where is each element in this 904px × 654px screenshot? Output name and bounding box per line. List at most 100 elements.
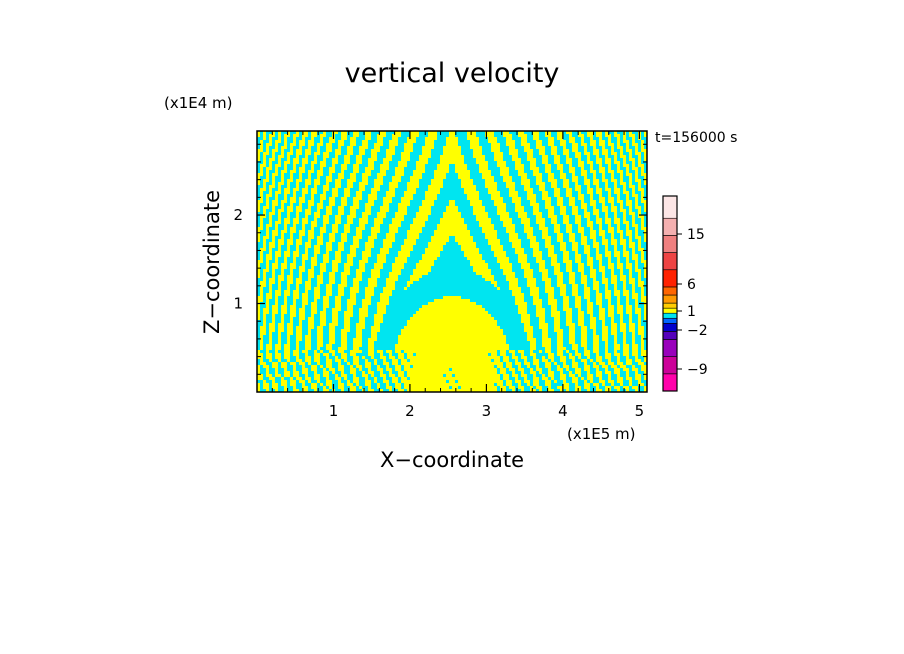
field-cell — [557, 233, 563, 237]
field-cell — [641, 317, 644, 321]
field-cell — [314, 212, 320, 216]
field-cell — [281, 233, 284, 237]
field-cell — [314, 182, 320, 186]
field-cell — [293, 167, 296, 171]
field-cell — [467, 224, 479, 228]
field-cell — [419, 209, 431, 213]
field-cell — [575, 173, 581, 177]
field-cell — [491, 221, 503, 225]
field-cell — [356, 191, 362, 195]
field-cell — [344, 287, 350, 291]
field-cell — [542, 299, 548, 303]
field-cell — [560, 227, 566, 231]
field-cell — [281, 311, 287, 315]
field-cell — [332, 212, 338, 216]
field-cell — [374, 350, 377, 354]
field-cell — [269, 164, 272, 168]
field-cell — [350, 140, 356, 144]
field-cell — [584, 179, 590, 183]
field-cell — [599, 149, 602, 153]
field-cell — [566, 380, 572, 384]
field-cell — [278, 335, 281, 339]
field-cell — [332, 227, 338, 231]
field-cell — [611, 275, 617, 279]
field-cell — [485, 209, 497, 213]
field-cell — [611, 383, 614, 387]
field-cell — [476, 134, 485, 138]
field-cell — [320, 356, 326, 360]
field-cell — [623, 281, 626, 285]
field-cell — [302, 296, 308, 300]
field-cell — [305, 200, 308, 204]
field-cell — [299, 293, 302, 297]
field-cell — [389, 353, 392, 357]
field-cell — [293, 329, 296, 333]
field-cell — [614, 215, 617, 219]
field-cell — [644, 215, 647, 219]
field-cell — [380, 131, 386, 135]
field-cell — [323, 185, 329, 189]
field-cell — [617, 140, 620, 144]
field-cell — [407, 359, 410, 363]
field-cell — [272, 308, 278, 312]
field-cell — [578, 191, 581, 195]
field-cell — [425, 140, 434, 144]
field-cell — [635, 158, 638, 162]
field-cell — [545, 362, 551, 366]
field-cell — [629, 158, 635, 162]
field-cell — [593, 305, 599, 309]
field-cell — [362, 329, 371, 333]
field-cell — [599, 182, 605, 186]
field-cell — [623, 251, 629, 255]
field-cell — [599, 266, 605, 270]
field-cell — [500, 356, 503, 360]
field-cell — [260, 143, 263, 147]
field-cell — [263, 374, 266, 378]
field-cell — [371, 326, 380, 330]
field-cell — [305, 137, 311, 141]
field-cell — [374, 380, 377, 384]
field-cell — [284, 221, 290, 225]
field-cell — [599, 200, 605, 204]
field-cell — [563, 272, 569, 276]
field-cell — [542, 233, 548, 237]
field-cell — [497, 383, 503, 387]
field-cell — [542, 344, 551, 348]
field-cell — [320, 200, 323, 204]
field-cell — [353, 260, 359, 264]
field-cell — [464, 188, 476, 192]
field-cell — [593, 344, 599, 348]
field-cell — [512, 269, 524, 273]
field-cell — [275, 152, 281, 156]
field-cell — [344, 227, 350, 231]
field-cell — [338, 146, 341, 150]
field-cell — [500, 173, 509, 177]
field-cell — [581, 233, 584, 237]
field-cell — [533, 335, 542, 339]
field-cell — [296, 167, 299, 171]
field-cell — [623, 341, 626, 345]
field-cell — [317, 350, 320, 354]
field-cell — [602, 149, 608, 153]
field-cell — [638, 224, 641, 228]
field-cell — [578, 146, 584, 150]
field-cell — [605, 371, 611, 375]
field-cell — [380, 299, 389, 303]
field-cell — [344, 320, 350, 324]
field-cell — [611, 194, 617, 198]
field-cell — [587, 224, 593, 228]
field-cell — [266, 227, 269, 231]
field-cell — [623, 254, 629, 258]
field-cell — [275, 281, 278, 285]
field-cell — [572, 320, 578, 324]
field-cell — [593, 281, 599, 285]
field-cell — [269, 302, 275, 306]
field-cell — [557, 308, 563, 312]
field-cell — [641, 209, 644, 213]
field-cell — [302, 278, 308, 282]
field-cell — [302, 152, 305, 156]
field-cell — [611, 278, 617, 282]
field-cell — [287, 167, 293, 171]
field-cell — [281, 314, 284, 318]
